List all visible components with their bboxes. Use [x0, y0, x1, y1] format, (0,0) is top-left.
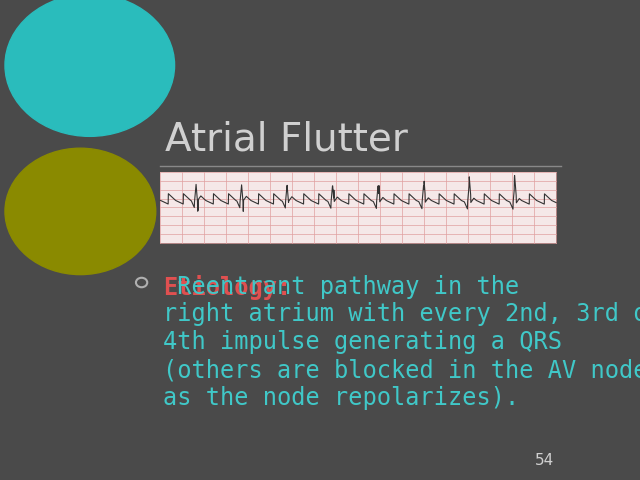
Text: Etiology:: Etiology: — [163, 275, 291, 300]
Circle shape — [5, 148, 156, 275]
Text: Reentrant pathway in the
right atrium with every 2nd, 3rd or
4th impulse generat: Reentrant pathway in the right atrium wi… — [163, 275, 640, 410]
Text: Atrial Flutter: Atrial Flutter — [165, 120, 408, 158]
Text: 54: 54 — [534, 453, 554, 468]
Circle shape — [5, 0, 175, 136]
FancyBboxPatch shape — [161, 172, 556, 243]
